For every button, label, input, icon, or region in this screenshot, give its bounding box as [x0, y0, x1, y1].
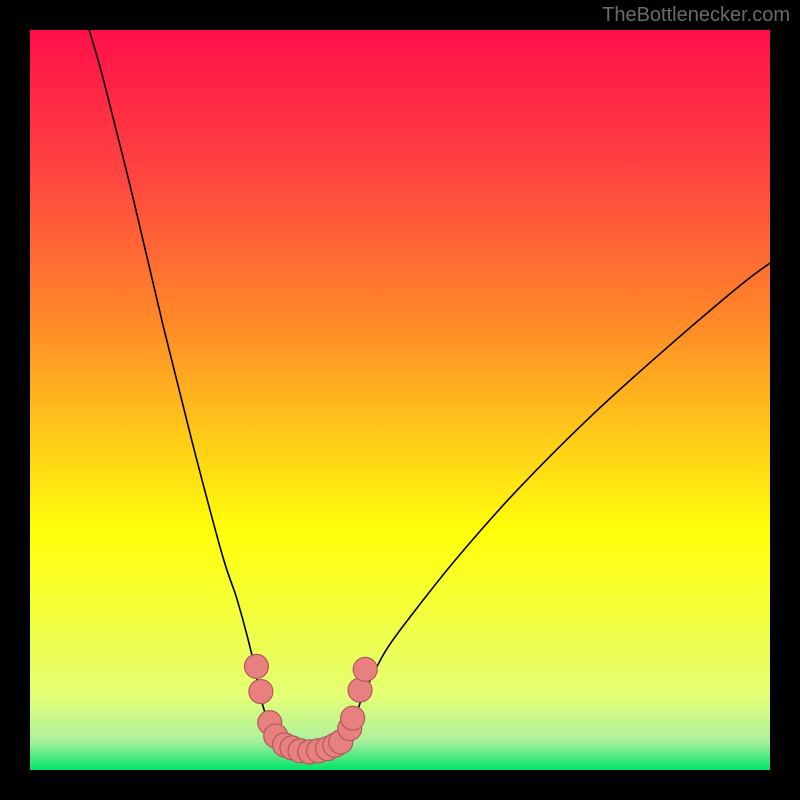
plot-svg [30, 30, 770, 770]
plot-frame [30, 30, 770, 770]
curve-marker [249, 680, 273, 704]
curve-marker [341, 706, 365, 730]
curve-marker [244, 654, 268, 678]
curve-marker [353, 657, 377, 681]
curve-marker [348, 678, 372, 702]
chart-root: TheBottlenecker.com [0, 0, 800, 800]
gradient-background [30, 30, 770, 770]
source-caption: TheBottlenecker.com [602, 4, 790, 27]
